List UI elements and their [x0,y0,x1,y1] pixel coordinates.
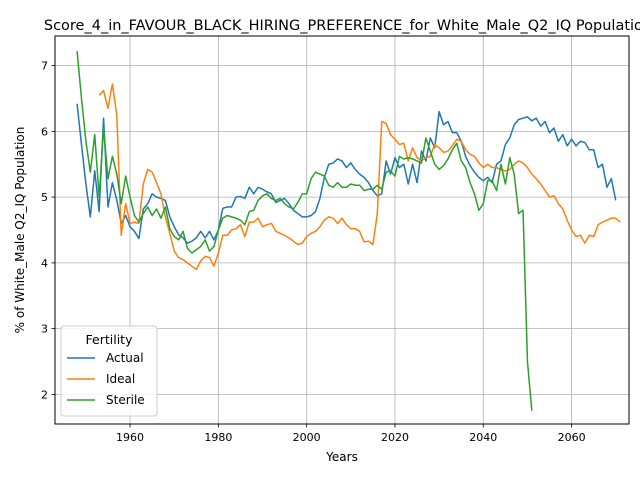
x-tick-label: 1980 [204,431,232,444]
series-line-actual [76,103,617,244]
x-axis-ticks: 1960 1980 2000 2020 2040 2060 [116,424,586,444]
y-tick-label: 5 [41,191,48,204]
y-tick-label: 3 [41,323,48,336]
series-line-ideal [98,83,621,271]
y-tick-label: 6 [41,125,48,138]
y-tick-label: 2 [41,388,48,401]
legend-title: Fertility [86,332,134,347]
legend-items: Actual Ideal Sterile [67,351,145,407]
y-axis-label: % of White_Male Q2_IQ Population [13,127,27,334]
x-tick-label: 2040 [469,431,497,444]
x-tick-label: 1960 [116,431,144,444]
x-tick-label: 2000 [293,431,321,444]
legend: Fertility Actual Ideal Sterile [60,325,158,417]
plot-frame [54,35,630,425]
y-tick-label: 7 [41,60,48,73]
chart-title: Score_4_in_FAVOUR_BLACK_HIRING_PREFERENC… [44,18,640,34]
legend-label-ideal: Ideal [106,372,135,386]
x-tick-label: 2020 [381,431,409,444]
series-lines [76,51,621,411]
x-axis-label: Years [325,450,358,464]
legend-label-sterile: Sterile [106,393,145,407]
legend-box [60,325,158,417]
legend-label-actual: Actual [106,351,144,365]
y-tick-label: 4 [41,257,48,270]
y-axis-ticks: 2 3 4 5 6 7 [41,60,55,401]
x-tick-label: 2060 [558,431,586,444]
series-line-sterile [76,51,533,411]
